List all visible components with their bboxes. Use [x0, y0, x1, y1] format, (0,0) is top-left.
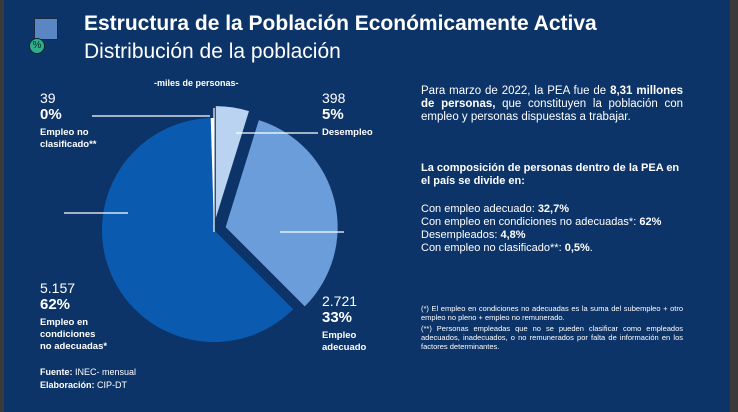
- slide: % Estructura de la Población Económicame…: [4, 0, 730, 412]
- label-no-adecuadas: 5.157 62% Empleo en condiciones no adecuad…: [40, 280, 107, 353]
- source: Fuente: INEC- mensual Elaboración: CIP-D…: [40, 367, 137, 390]
- pct-label: 0%: [40, 106, 62, 123]
- list-item: Con empleo adecuado: 32,7%: [421, 203, 570, 215]
- pct-label: 33%: [322, 309, 353, 326]
- list-item: Con empleo en condiciones no adecuadas*:…: [421, 216, 662, 228]
- label-no-clasificado: 39 0% Empleo no clasificado**: [40, 90, 97, 151]
- slice-label: Desempleo: [322, 127, 373, 138]
- slice-label: no adecuadas*: [40, 341, 108, 352]
- composition-list: Con empleo adecuado: 32,7% Con empleo en…: [421, 203, 683, 255]
- intro-text: Para marzo de 2022, la PEA fue de: [421, 85, 611, 97]
- percent-icon: %: [29, 38, 45, 54]
- composition-heading: La composición de personas dentro de la …: [421, 162, 680, 187]
- slice-label: Empleo: [322, 330, 357, 341]
- pct-label: 62%: [40, 296, 71, 313]
- slice-label: clasificado**: [40, 139, 97, 150]
- label-desempleo: 398 5% Desempleo: [322, 90, 373, 139]
- chart-unit: -miles de personas-: [154, 78, 239, 88]
- pie-slice-desempleo: [215, 106, 249, 219]
- footnote-2: (**) Personas empleadas que no se pueden…: [421, 324, 683, 351]
- intro-text: que constituyen la población con empleo …: [421, 98, 683, 123]
- value-label: 39: [40, 90, 56, 106]
- pie-slice-empleo-no-clasificado-: [210, 118, 214, 230]
- list-item: Con empleo no clasificado**: 0,5%.: [421, 242, 593, 254]
- pie-chart: [64, 106, 344, 342]
- value-label: 5.157: [40, 280, 76, 296]
- pie-slice-empleo-en-condiciones-no-adecuadas-: [102, 118, 294, 342]
- chart-icon: [34, 18, 58, 40]
- intro-highlight: 8,31 millones de personas,: [421, 85, 683, 110]
- slice-label: adecuado: [322, 342, 367, 353]
- value-label: 2.721: [322, 293, 358, 309]
- list-item: Desempleados: 4,8%: [421, 229, 526, 241]
- slice-label: Empleo no: [40, 127, 89, 138]
- page-subtitle: Distribución de la población: [84, 40, 341, 63]
- pct-label: 5%: [322, 106, 344, 123]
- value-label: 398: [322, 90, 346, 106]
- slice-label: Empleo en: [40, 317, 89, 328]
- slice-label: condiciones: [40, 329, 96, 340]
- pie-slice-empleo-adecuado: [225, 120, 338, 307]
- page-title: Estructura de la Población Económicament…: [84, 12, 597, 35]
- footnote-1: (*) El empleo en condiciones no adecuada…: [421, 304, 683, 322]
- intro-paragraph: Para marzo de 2022, la PEA fue de 8,31 m…: [421, 85, 683, 124]
- label-adecuado: 2.721 33% Empleo adecuado: [322, 293, 366, 354]
